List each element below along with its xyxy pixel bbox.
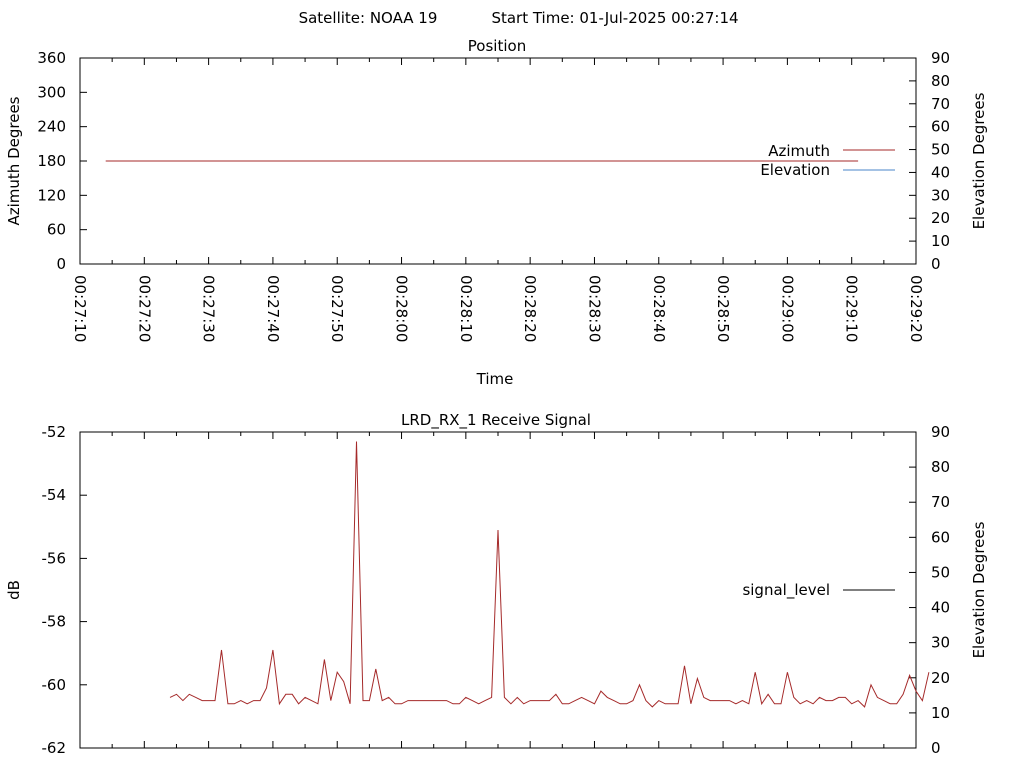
y2-tick-label: 50: [931, 141, 950, 159]
satellite-label: Satellite: NOAA 19: [299, 9, 438, 27]
y-tick-label: -62: [42, 739, 67, 757]
legend-label-azimuth: Azimuth: [768, 142, 830, 160]
legend-label-signal-level: signal_level: [742, 581, 830, 600]
y2-tick-label: 80: [931, 72, 950, 90]
y2-tick-label: 70: [931, 493, 950, 511]
y-tick-label: -58: [42, 613, 67, 631]
start-time-label: Start Time: 01-Jul-2025 00:27:14: [491, 9, 738, 27]
x-tick-label: 00:27:30: [200, 275, 218, 342]
y-tick-label: 60: [47, 221, 66, 239]
y2-tick-label: 10: [931, 232, 950, 250]
position-y2-axis-label: Elevation Degrees: [970, 92, 988, 229]
x-tick-label: 00:28:50: [714, 275, 732, 342]
x-tick-label: 00:29:10: [843, 275, 861, 342]
x-tick-label: 00:28:00: [393, 275, 411, 342]
x-tick-label: 00:28:10: [457, 275, 475, 342]
x-tick-label: 00:27:50: [328, 275, 346, 342]
legend-label-elevation: Elevation: [760, 161, 830, 179]
y-tick-label: 360: [37, 49, 66, 67]
x-tick-label: 00:27:40: [264, 275, 282, 342]
y2-tick-label: 10: [931, 704, 950, 722]
y2-tick-label: 70: [931, 95, 950, 113]
y-tick-label: -60: [42, 676, 67, 694]
y2-tick-label: 30: [931, 186, 950, 204]
x-tick-label: 00:28:20: [521, 275, 539, 342]
y-tick-label: 0: [56, 255, 66, 273]
y2-tick-label: 0: [931, 739, 941, 757]
y2-tick-label: 80: [931, 458, 950, 476]
position-y-axis-label: Azimuth Degrees: [5, 96, 23, 225]
y2-tick-label: 90: [931, 423, 950, 441]
x-tick-label: 00:28:40: [650, 275, 668, 342]
y2-tick-label: 30: [931, 634, 950, 652]
x-tick-label: 00:27:20: [135, 275, 153, 342]
y-tick-label: 120: [37, 186, 66, 204]
signal-chart-title: LRD_RX_1 Receive Signal: [401, 411, 591, 430]
y2-tick-label: 60: [931, 118, 950, 136]
y-tick-label: -56: [42, 549, 67, 567]
y-tick-label: 300: [37, 83, 66, 101]
y2-tick-label: 60: [931, 528, 950, 546]
y2-tick-label: 90: [931, 49, 950, 67]
y-tick-label: 240: [37, 118, 66, 136]
signal-y-axis-label: dB: [5, 580, 23, 600]
y-tick-label: -52: [42, 423, 67, 441]
y2-tick-label: 20: [931, 209, 950, 227]
y-tick-label: 180: [37, 152, 66, 170]
position-x-axis-label: Time: [476, 370, 514, 388]
x-tick-label: 00:27:10: [71, 275, 89, 342]
series-line-signal-level: [169, 441, 930, 708]
signal-y2-axis-label: Elevation Degrees: [970, 521, 988, 658]
y-tick-label: -54: [42, 486, 67, 504]
y2-tick-label: 20: [931, 669, 950, 687]
y2-tick-label: 40: [931, 163, 950, 181]
y2-tick-label: 40: [931, 599, 950, 617]
position-chart-title: Position: [468, 37, 526, 55]
x-tick-label: 00:28:30: [585, 275, 603, 342]
x-tick-label: 00:29:00: [778, 275, 796, 342]
x-tick-label: 00:29:20: [907, 275, 925, 342]
y2-tick-label: 0: [931, 255, 941, 273]
y2-tick-label: 50: [931, 563, 950, 581]
